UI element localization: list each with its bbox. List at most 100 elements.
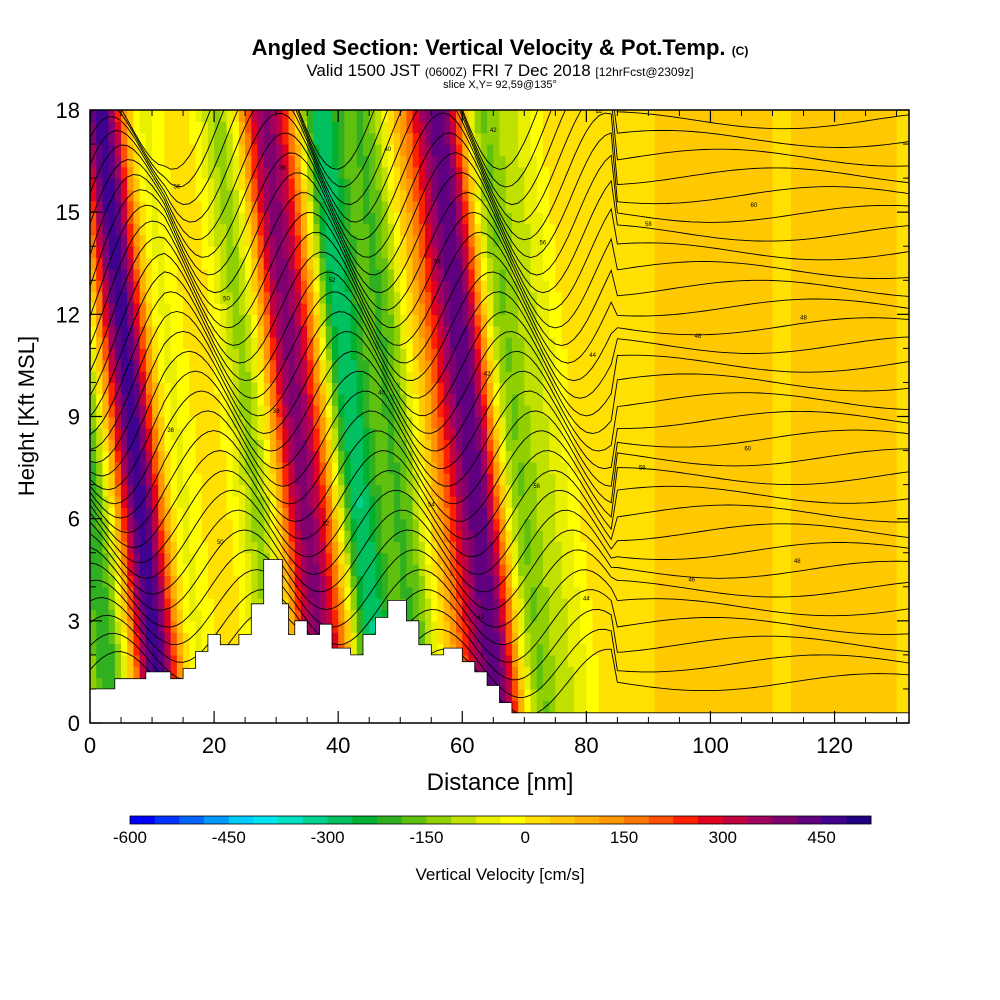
velocity-cell (406, 484, 414, 497)
velocity-cell (729, 427, 736, 440)
velocity-cell (753, 564, 761, 577)
velocity-cell (884, 325, 891, 338)
velocity-cell (282, 382, 290, 395)
velocity-cell (567, 484, 575, 497)
velocity-cell (896, 382, 904, 395)
velocity-cell (859, 552, 867, 565)
velocity-cell (828, 495, 836, 508)
velocity-cell (586, 348, 594, 361)
velocity-cell (493, 450, 501, 463)
velocity-cell (679, 348, 687, 361)
velocity-cell (623, 666, 631, 679)
velocity-cell (511, 677, 519, 690)
velocity-cell (896, 371, 904, 384)
velocity-cell (623, 632, 631, 645)
velocity-cell (170, 632, 178, 645)
velocity-cell (487, 382, 494, 395)
velocity-cell (511, 495, 519, 508)
velocity-cell (735, 507, 743, 520)
velocity-cell (158, 609, 166, 622)
velocity-cell (443, 507, 451, 520)
velocity-cell (890, 632, 898, 645)
velocity-cell (294, 609, 302, 622)
velocity-cell (617, 348, 625, 361)
velocity-cell (828, 405, 836, 418)
velocity-cell (294, 518, 302, 531)
velocity-cell (400, 371, 408, 384)
velocity-cell (164, 541, 172, 554)
velocity-cell (623, 620, 631, 633)
velocity-cell (642, 564, 649, 577)
velocity-cell (853, 654, 860, 667)
velocity-cell (729, 586, 736, 599)
velocity-cell (648, 598, 656, 611)
velocity-cell (592, 654, 600, 667)
velocity-cell (791, 359, 798, 372)
velocity-cell (859, 450, 867, 463)
velocity-cell (400, 461, 408, 474)
velocity-cell (350, 291, 358, 304)
velocity-cell (462, 427, 470, 440)
velocity-cell (822, 643, 829, 656)
velocity-cell (474, 575, 482, 588)
velocity-cell (722, 518, 730, 531)
velocity-cell (536, 416, 544, 429)
velocity-cell (691, 325, 699, 338)
velocity-cell (902, 473, 909, 486)
velocity-cell (611, 586, 618, 599)
velocity-cell (555, 371, 563, 384)
velocity-cell (902, 450, 909, 463)
velocity-cell (741, 552, 749, 565)
velocity-cell (580, 654, 587, 667)
velocity-cell (853, 688, 860, 701)
velocity-cell (760, 416, 767, 429)
velocity-cell (356, 439, 364, 452)
velocity-cell (394, 495, 401, 508)
velocity-cell (803, 541, 811, 554)
velocity-cell (418, 541, 426, 554)
velocity-cell (791, 609, 798, 622)
velocity-cell (232, 530, 240, 542)
velocity-cell (604, 291, 612, 304)
velocity-cell (114, 461, 122, 474)
velocity-cell (710, 473, 718, 486)
velocity-cell (288, 609, 296, 622)
velocity-cell (232, 337, 240, 349)
velocity-cell (425, 348, 432, 361)
velocity-cell (902, 552, 909, 565)
velocity-cell (611, 427, 618, 440)
velocity-cell (195, 484, 203, 497)
velocity-cell (493, 495, 501, 508)
velocity-cell (152, 405, 159, 418)
velocity-cell (691, 461, 699, 474)
velocity-cell (325, 564, 333, 577)
velocity-cell (474, 632, 482, 645)
velocity-cell (604, 416, 612, 429)
velocity-cell (294, 598, 302, 611)
velocity-cell (791, 393, 798, 406)
velocity-cell (846, 382, 854, 395)
velocity-cell (536, 302, 544, 315)
velocity-cell (871, 439, 879, 452)
velocity-cell (518, 382, 525, 395)
velocity-cell (406, 359, 414, 372)
velocity-cell (530, 291, 538, 304)
velocity-cell (685, 291, 693, 304)
velocity-cell (381, 393, 389, 406)
velocity-cell (902, 530, 909, 542)
velocity-cell (760, 450, 767, 463)
velocity-cell (729, 507, 736, 520)
velocity-cell (226, 371, 234, 384)
velocity-cell (325, 450, 333, 463)
velocity-cell (648, 314, 656, 327)
velocity-cell (573, 439, 581, 452)
velocity-cell (487, 314, 494, 327)
velocity-cell (890, 382, 898, 395)
velocity-cell (350, 359, 358, 372)
velocity-cell (276, 552, 283, 565)
velocity-cell (487, 484, 494, 497)
velocity-cell (145, 632, 153, 645)
velocity-cell (307, 620, 314, 633)
velocity-cell (567, 393, 575, 406)
velocity-cell (846, 461, 854, 474)
